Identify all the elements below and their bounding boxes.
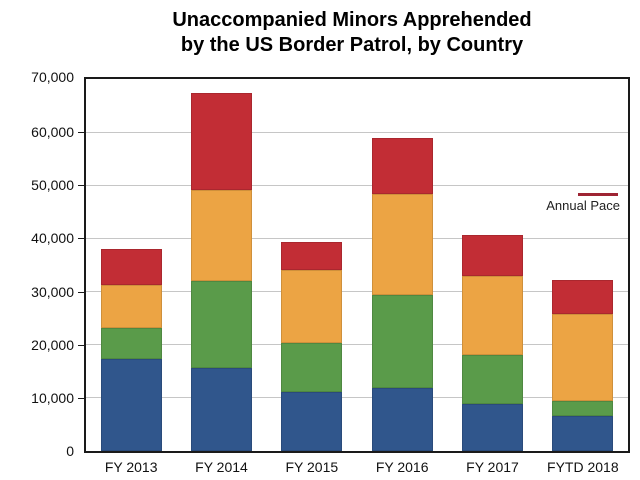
y-tick-mark <box>78 291 84 293</box>
x-axis-label: FY 2014 <box>195 459 248 475</box>
bar-segment-orange-fytd-2018 <box>552 314 614 402</box>
y-tick-label: 20,000 <box>31 336 74 353</box>
gridline <box>86 184 628 186</box>
bar-segment-red-top-fy-2014 <box>191 93 252 191</box>
gridline <box>86 131 628 133</box>
x-axis-label: FY 2015 <box>285 459 339 475</box>
bar-segment-orange-fy-2013 <box>100 284 162 328</box>
y-tick-mark <box>78 132 84 134</box>
bar-segment-blue-bottom-fytd-2018 <box>552 415 614 451</box>
gridline <box>86 344 628 346</box>
y-tick-mark <box>78 238 84 240</box>
x-axis-label: FY 2017 <box>466 459 519 475</box>
gridline <box>86 397 628 399</box>
bar-segment-blue-bottom-fy-2017 <box>462 403 523 451</box>
y-tick-label: 70,000 <box>31 69 74 85</box>
bar-segment-blue-bottom-fy-2016 <box>371 387 433 451</box>
bar-segment-red-top-fy-2013 <box>100 248 162 285</box>
bar-segment-green-fy-2016 <box>371 294 433 388</box>
y-tick-label: 40,000 <box>31 230 74 247</box>
bar-segment-blue-bottom-fy-2014 <box>191 367 252 451</box>
bar-segment-red-top-fy-2017 <box>462 235 523 277</box>
y-tick-mark <box>78 397 84 399</box>
y-tick-label: 10,000 <box>31 389 74 406</box>
chart-title-line2: by the US Border Patrol, by Country <box>180 34 524 56</box>
bar-segment-green-fy-2017 <box>462 355 523 404</box>
bar-segment-orange-fy-2015 <box>281 270 343 343</box>
bar-segment-green-fy-2013 <box>100 327 162 360</box>
y-tick-label: 30,000 <box>31 283 74 300</box>
x-axis-label: FYTD 2018 <box>547 459 619 475</box>
bar-segment-red-top-fy-2015 <box>281 241 343 271</box>
chart-title: Unaccompanied Minors Apprehended by the … <box>74 8 630 58</box>
plot-area: Annual Pace <box>84 77 630 453</box>
y-tick-label: 60,000 <box>31 124 74 141</box>
bar-segment-green-fytd-2018 <box>552 401 614 416</box>
bar-segment-orange-fy-2017 <box>462 276 523 356</box>
y-tick-label: 50,000 <box>31 177 74 194</box>
annual-pace-label: Annual Pace <box>546 198 620 214</box>
bar-segment-orange-fy-2016 <box>371 194 433 295</box>
gridline <box>86 237 628 239</box>
gridline <box>86 291 628 293</box>
bar-segment-red-top-fytd-2018 <box>552 279 614 315</box>
chart-title-line1: Unaccompanied Minors Apprehended <box>172 9 532 31</box>
x-axis-label: FY 2013 <box>104 459 158 475</box>
bar-segment-green-fy-2014 <box>191 280 252 368</box>
bar-segment-blue-bottom-fy-2015 <box>281 392 343 451</box>
bar-segment-blue-bottom-fy-2013 <box>100 359 162 451</box>
y-tick-mark <box>78 185 84 187</box>
y-tick-mark <box>78 344 84 346</box>
bar-segment-orange-fy-2014 <box>191 190 252 281</box>
annual-pace-line <box>578 192 618 196</box>
bar-segment-green-fy-2015 <box>281 342 343 393</box>
x-axis-label: FY 2016 <box>375 459 429 475</box>
bar-segment-red-top-fy-2016 <box>371 138 433 195</box>
plot-inner: Annual Pace <box>86 79 628 451</box>
y-tick-label: 0 <box>66 443 74 459</box>
